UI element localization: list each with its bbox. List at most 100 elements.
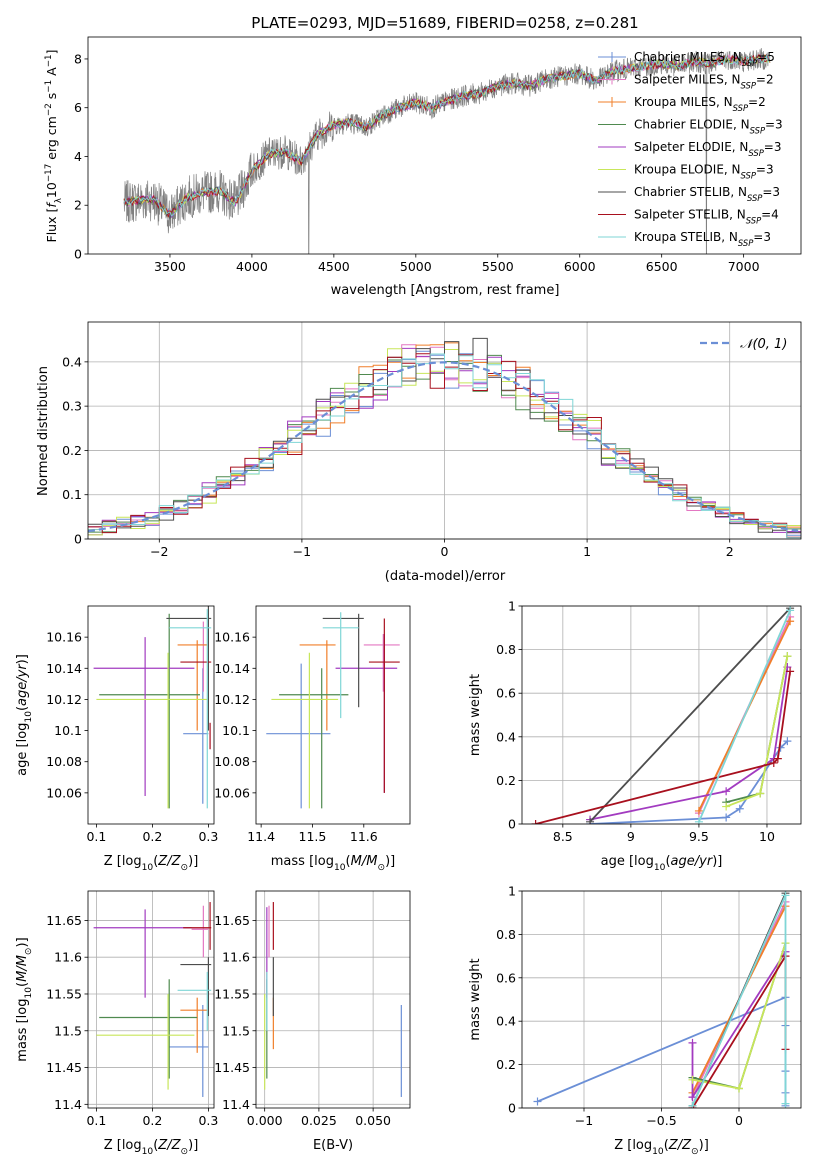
y-tick-label: 11.55 (46, 986, 82, 1001)
weight-marker (722, 802, 731, 811)
x-tick-label: 0.3 (198, 829, 218, 844)
weight-marker (786, 667, 795, 676)
x-axis-label: Z [log10(Z/Z⊙)] (104, 1138, 199, 1157)
y-tick-label: 0.2 (496, 773, 516, 788)
x-tick-label: −2 (150, 544, 168, 559)
y-axis-label: mass weight (468, 958, 483, 1040)
y-tick-label: 10.1 (54, 723, 82, 738)
x-axis-label: age [log10(age/yr)] (601, 854, 723, 873)
x-tick-label: −1 (575, 1113, 593, 1128)
gaussian-curve (88, 361, 799, 533)
x-tick-label: 4000 (236, 259, 268, 274)
plot-area (533, 891, 790, 1108)
x-tick-label: 0 (441, 544, 449, 559)
weight-line-7 (535, 671, 791, 824)
weight-line-8 (698, 610, 791, 823)
y-tick-label: 11.4 (222, 1097, 250, 1112)
legend-label: Chabrier STELIB, NSSP=3 (634, 185, 780, 203)
chart-title: PLATE=0293, MJD=51689, FIBERID=0258, z=0… (251, 14, 638, 32)
histogram-step-7 (88, 353, 801, 538)
x-axis-label: wavelength [Angstrom, rest frame] (331, 283, 560, 298)
weight-line-6 (589, 607, 791, 823)
y-tick-label: 0.8 (496, 927, 516, 942)
y-axis-label: Flux [fλ10−17 erg cm−2 s−1 A−1] (44, 50, 64, 243)
axes-frame (87, 321, 802, 540)
y-tick-label: 6 (74, 100, 82, 115)
y-axis-label: mass weight (468, 674, 483, 756)
y-tick-label: 10.12 (214, 692, 250, 707)
weight-marker (722, 787, 731, 796)
y-tick-label: 10.06 (214, 785, 250, 800)
axes-frame (521, 605, 802, 825)
plot-area (93, 902, 212, 1097)
y-tick-label: 11.65 (214, 913, 250, 928)
legend-label: Kroupa MILES, NSSP=2 (634, 95, 766, 113)
y-tick-label: 11.45 (46, 1060, 82, 1075)
weight-marker (694, 817, 703, 824)
y-tick-label: 0 (74, 247, 82, 262)
x-tick-label: 11.4 (247, 829, 275, 844)
plot-area (88, 337, 801, 539)
axes-frame (255, 605, 411, 825)
x-tick-label: 0.3 (198, 1113, 218, 1128)
y-tick-label: 10.16 (46, 630, 82, 645)
y-tick-label: 10.1 (222, 723, 250, 738)
axes-weight-vs-age: 8.5 9 9.5 10 0 0.2 0.4 0.6 0.8 1 age [log10(age/yr… (468, 599, 802, 873)
weight-marker (781, 891, 790, 900)
weight-marker (688, 1101, 697, 1108)
y-tick-label: 0.2 (62, 443, 82, 458)
axes-age-vs-mass: 11.4 11.5 11.6 10.06 10.08 10.1 10.12 10.14 10.1… (214, 605, 411, 873)
weight-marker (688, 1038, 697, 1047)
y-tick-label: 0 (508, 1101, 516, 1116)
y-tick-label: 4 (74, 149, 82, 164)
legend-label: Chabrier ELODIE, NSSP=3 (634, 118, 783, 136)
axes-spectrum: 3500 4000 4500 5000 5500 6000 6500 7000 0 2 4 6 8 PLA… (44, 14, 802, 298)
legend-label: Salpeter STELIB, NSSP=4 (634, 208, 779, 226)
x-axis-label: (data-model)/error (385, 569, 506, 584)
y-tick-label: 11.5 (222, 1023, 250, 1038)
x-tick-label: 0.025 (301, 1113, 337, 1128)
x-tick-label: 0 (735, 1113, 743, 1128)
y-tick-label: 0.1 (62, 487, 82, 502)
axes-frame (87, 36, 802, 255)
x-tick-label: 11.6 (350, 829, 378, 844)
x-tick-label: 10 (759, 829, 775, 844)
x-axis-label: Z [log10(Z/Z⊙)] (614, 1138, 709, 1157)
weight-line-4 (589, 666, 789, 821)
plot-area (123, 48, 771, 254)
x-tick-label: 9.5 (689, 829, 709, 844)
y-tick-label: 11.6 (54, 950, 82, 965)
y-tick-label: 10.08 (46, 754, 82, 769)
axes-frame (87, 605, 215, 825)
y-tick-label: 2 (74, 198, 82, 213)
y-tick-label: 0.4 (496, 729, 516, 744)
x-tick-label: 6500 (646, 259, 678, 274)
weight-line-0 (589, 740, 789, 824)
y-tick-label: 0.3 (62, 399, 82, 414)
y-tick-label: 11.6 (222, 950, 250, 965)
weight-marker (735, 1084, 743, 1093)
x-axis-label: Z [log10(Z/Z⊙)] (104, 854, 199, 873)
plot-area (93, 606, 212, 809)
x-tick-label: 7000 (728, 259, 760, 274)
axes-residuals: −2 −1 0 1 2 0 0.1 0.2 0.3 0.4 (data-model)/error No… (36, 321, 802, 584)
y-tick-label: 11.45 (214, 1060, 250, 1075)
axes-frame (521, 890, 802, 1109)
weight-marker (735, 804, 744, 813)
y-axis-label: mass [log10(M/M⊙)] (15, 937, 34, 1061)
x-tick-label: 3500 (154, 259, 186, 274)
weight-marker (688, 1093, 697, 1102)
weight-marker (722, 813, 731, 822)
x-tick-label: 4500 (318, 259, 350, 274)
x-axis-label: E(B-V) (313, 1138, 353, 1153)
legend-label: Kroupa STELIB, NSSP=3 (634, 230, 771, 248)
y-tick-label: 0.2 (496, 1057, 516, 1072)
x-axis-label: mass [log10(M/M⊙)] (271, 854, 395, 873)
weight-marker (786, 617, 795, 626)
plot-area (266, 612, 400, 809)
y-tick-label: 10.14 (214, 661, 250, 676)
x-tick-label: 0.050 (355, 1113, 391, 1128)
x-tick-label: −0.5 (646, 1113, 676, 1128)
y-tick-label: 11.5 (54, 1023, 82, 1038)
